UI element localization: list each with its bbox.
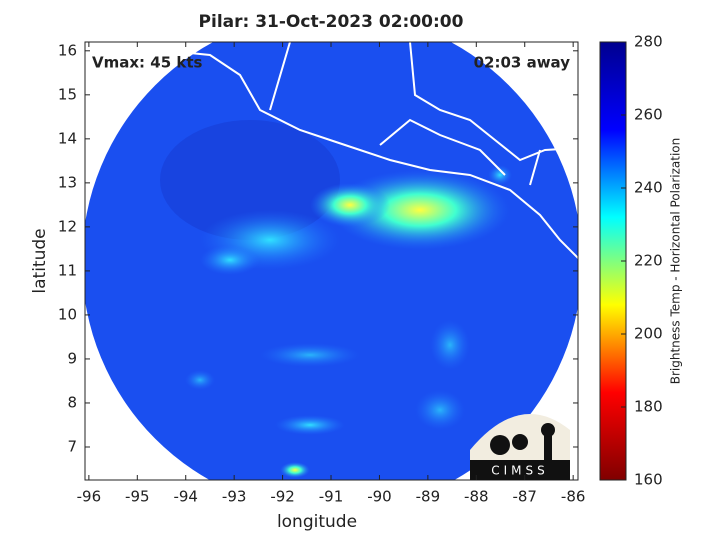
- x-tick-label: -94: [173, 488, 198, 506]
- logo-text: CIMSS: [491, 464, 549, 478]
- y-tick-label: 15: [58, 85, 77, 103]
- y-tick-label: 11: [58, 261, 77, 279]
- x-tick-label: -96: [77, 488, 102, 506]
- x-tick-label: -86: [561, 488, 586, 506]
- y-axis-label: latitude: [30, 228, 50, 293]
- x-tick-label: -90: [367, 488, 392, 506]
- y-tick-label: 14: [58, 129, 77, 147]
- x-tick-label: -87: [512, 488, 537, 506]
- x-axis-label: longitude: [277, 512, 357, 532]
- y-tick-label: 8: [67, 393, 77, 411]
- colorbar-tick-label: 200: [634, 325, 663, 343]
- y-tick-label: 12: [58, 217, 77, 235]
- colorbar-tick-label: 160: [634, 471, 663, 489]
- x-tick-label: -91: [319, 488, 344, 506]
- y-tick-label: 13: [58, 173, 77, 191]
- y-tick-label: 7: [67, 437, 77, 455]
- colorbar-label: Brightness Temp - Horizontal Polarizatio…: [669, 138, 683, 385]
- time-annotation: 02:03 away: [474, 54, 571, 72]
- logo: CIMSS: [470, 414, 570, 480]
- x-tick-label: -88: [464, 488, 489, 506]
- x-tick-label: -93: [222, 488, 247, 506]
- y-tick-label: 16: [58, 41, 77, 59]
- colorbar-tick-label: 260: [634, 106, 663, 124]
- x-tick-label: -95: [125, 488, 150, 506]
- y-tick-label: 9: [67, 349, 77, 367]
- satellite-image: [85, 42, 578, 480]
- colorbar-tick-label: 220: [634, 252, 663, 270]
- vmax-annotation: Vmax: 45 kts: [92, 54, 202, 72]
- colorbar-tick-label: 280: [634, 33, 663, 51]
- colorbar-tick-label: 240: [634, 179, 663, 197]
- colorbar-tick-label: 180: [634, 398, 663, 416]
- title: Pilar: 31-Oct-2023 02:00:00: [199, 12, 464, 32]
- x-tick-label: -89: [416, 488, 441, 506]
- x-tick-label: -92: [270, 488, 295, 506]
- y-tick-label: 10: [58, 305, 77, 323]
